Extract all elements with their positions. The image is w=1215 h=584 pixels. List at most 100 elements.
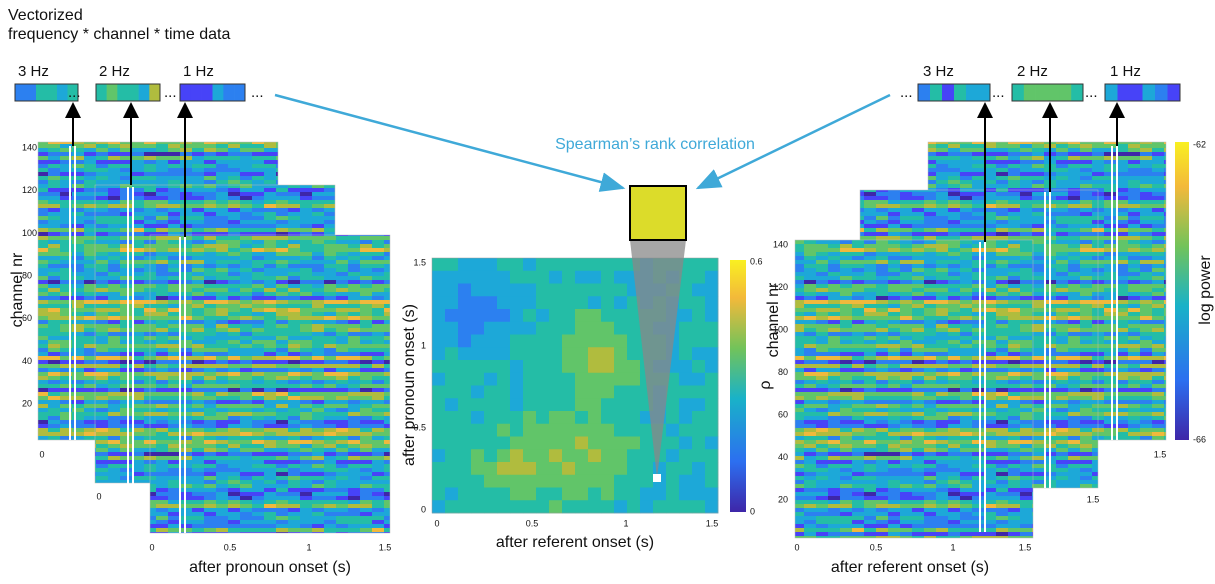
cell bbox=[692, 449, 705, 462]
cell bbox=[445, 271, 458, 284]
cell bbox=[523, 500, 536, 513]
label: ... bbox=[251, 84, 264, 101]
vector-cell bbox=[149, 84, 160, 101]
cell bbox=[471, 488, 484, 501]
cell bbox=[679, 373, 692, 386]
cell bbox=[588, 360, 601, 373]
cell bbox=[445, 500, 458, 513]
cell bbox=[458, 386, 471, 399]
cell bbox=[601, 347, 614, 360]
cell bbox=[601, 373, 614, 386]
cell bbox=[510, 296, 523, 309]
cell bbox=[575, 347, 588, 360]
cell bbox=[666, 411, 679, 424]
cell bbox=[523, 488, 536, 501]
cell bbox=[562, 335, 575, 348]
cell bbox=[692, 437, 705, 450]
label: 140 bbox=[22, 142, 37, 152]
cell bbox=[536, 335, 549, 348]
cell bbox=[471, 271, 484, 284]
label: channel nr bbox=[765, 282, 782, 357]
header-line: frequency * channel * time data bbox=[8, 26, 230, 43]
cell bbox=[536, 449, 549, 462]
cell bbox=[445, 373, 458, 386]
cell bbox=[484, 462, 497, 475]
cell bbox=[627, 386, 640, 399]
cell bbox=[432, 284, 445, 297]
cell bbox=[575, 271, 588, 284]
cell bbox=[588, 424, 601, 437]
vector-cell bbox=[1168, 84, 1181, 101]
cell bbox=[588, 488, 601, 501]
label: channel nr bbox=[9, 252, 26, 327]
label: 1 bbox=[950, 542, 955, 552]
cell bbox=[523, 258, 536, 271]
cell bbox=[471, 462, 484, 475]
cell bbox=[471, 284, 484, 297]
cell bbox=[458, 437, 471, 450]
cell bbox=[549, 437, 562, 450]
cell bbox=[640, 475, 653, 488]
cell bbox=[523, 373, 536, 386]
cell bbox=[601, 488, 614, 501]
cell bbox=[705, 373, 718, 386]
cell bbox=[523, 449, 536, 462]
cell bbox=[601, 462, 614, 475]
cell bbox=[601, 258, 614, 271]
cell bbox=[484, 360, 497, 373]
cell bbox=[458, 500, 471, 513]
cell bbox=[497, 437, 510, 450]
cell bbox=[484, 437, 497, 450]
cell bbox=[588, 449, 601, 462]
cell bbox=[432, 386, 445, 399]
cell bbox=[497, 449, 510, 462]
cell bbox=[445, 258, 458, 271]
content: 3 Hz...2 Hz...1 Hz...14012010080604020ch… bbox=[9, 63, 1214, 576]
label: ρ bbox=[757, 380, 774, 389]
cell bbox=[549, 322, 562, 335]
cell bbox=[471, 386, 484, 399]
cell bbox=[588, 347, 601, 360]
cell bbox=[575, 488, 588, 501]
cell bbox=[601, 309, 614, 322]
cell bbox=[484, 488, 497, 501]
cell bbox=[692, 398, 705, 411]
cell bbox=[575, 386, 588, 399]
cell bbox=[614, 386, 627, 399]
cell bbox=[536, 322, 549, 335]
label: 0 bbox=[794, 542, 799, 552]
cell bbox=[510, 449, 523, 462]
label: 20 bbox=[778, 494, 788, 504]
cell bbox=[705, 309, 718, 322]
label: 0 bbox=[96, 491, 101, 501]
cell bbox=[536, 309, 549, 322]
cell bbox=[497, 462, 510, 475]
cell bbox=[536, 488, 549, 501]
cell bbox=[679, 322, 692, 335]
label: 0 bbox=[434, 518, 439, 528]
cell bbox=[666, 424, 679, 437]
cell bbox=[458, 284, 471, 297]
cell bbox=[549, 462, 562, 475]
cell bbox=[471, 411, 484, 424]
cell bbox=[588, 398, 601, 411]
cell bbox=[575, 360, 588, 373]
cell bbox=[627, 360, 640, 373]
cell bbox=[458, 347, 471, 360]
vector-cell bbox=[15, 84, 26, 101]
cell bbox=[432, 475, 445, 488]
cell bbox=[445, 398, 458, 411]
cell bbox=[692, 322, 705, 335]
cell bbox=[679, 475, 692, 488]
cell bbox=[588, 500, 601, 513]
cell bbox=[627, 500, 640, 513]
label: after referent onset (s) bbox=[831, 559, 989, 576]
cell bbox=[445, 296, 458, 309]
cell bbox=[432, 462, 445, 475]
cell bbox=[614, 284, 627, 297]
cell bbox=[653, 462, 666, 475]
cell bbox=[445, 488, 458, 501]
cell bbox=[692, 386, 705, 399]
cell bbox=[575, 373, 588, 386]
cell bbox=[510, 462, 523, 475]
